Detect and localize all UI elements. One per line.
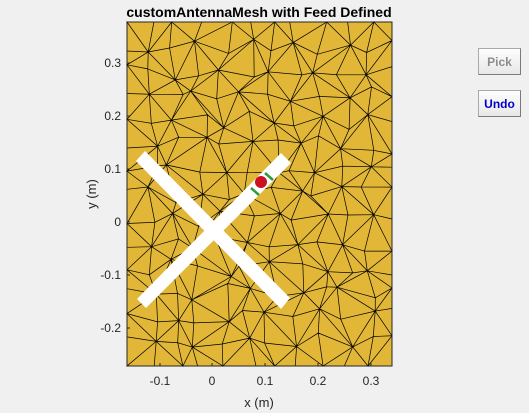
y-tick-label: 0.3: [104, 56, 121, 70]
feed-edge-upper: [264, 172, 274, 181]
axis-ticks: -0.1 0 0.1 0.2 0.3 0.3 0.2 0.1 0 -0.1 -0.2: [100, 56, 379, 388]
feed-point-marker: [255, 176, 267, 188]
mesh-triangles: [125, 20, 394, 368]
x-tick-label: 0.1: [257, 374, 274, 388]
axes-box: [126, 21, 393, 367]
antenna-arm-right-diagonal: [137, 153, 291, 308]
y-axis-label: y (m): [84, 179, 99, 209]
x-tick-label: 0: [209, 374, 216, 388]
y-tick-label: 0.2: [104, 109, 121, 123]
undo-button[interactable]: Undo: [478, 90, 521, 117]
x-axis-label: x (m): [244, 395, 274, 410]
y-tick-label: 0.1: [104, 162, 121, 176]
x-tick-label: 0.3: [363, 374, 380, 388]
x-tick-label: 0.2: [310, 374, 327, 388]
feed-region: [250, 172, 274, 196]
y-tick-label: 0: [114, 215, 121, 229]
antenna-dipole: [136, 151, 291, 309]
triangular-mesh: [125, 20, 394, 368]
x-tick-label: -0.1: [150, 374, 171, 388]
pick-button[interactable]: Pick: [478, 48, 521, 75]
y-tick-label: -0.1: [100, 268, 121, 282]
plot-title: customAntennaMesh with Feed Defined: [126, 4, 391, 20]
axes: -0.1 0 0.1 0.2 0.3 0.3 0.2 0.1 0 -0.1 -0.2: [100, 20, 394, 388]
feed-edge-lower: [250, 187, 260, 196]
y-tick-label: -0.2: [100, 321, 121, 335]
